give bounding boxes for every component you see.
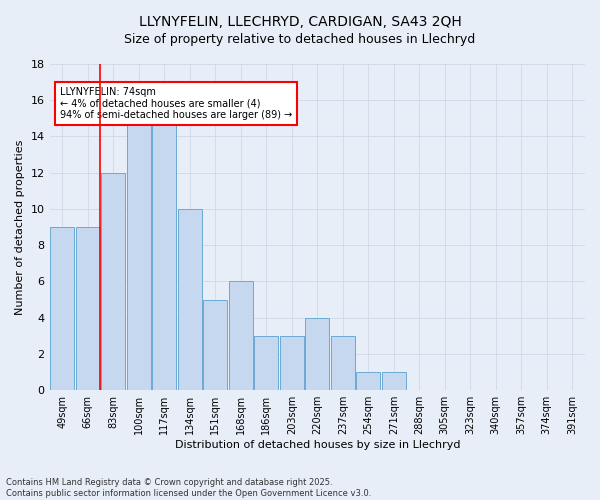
Bar	[203, 300, 227, 390]
X-axis label: Distribution of detached houses by size in Llechryd: Distribution of detached houses by size …	[175, 440, 460, 450]
Bar	[152, 118, 176, 390]
Bar	[254, 336, 278, 390]
Bar	[178, 209, 202, 390]
Bar	[356, 372, 380, 390]
Text: LLYNYFELIN: 74sqm
← 4% of detached houses are smaller (4)
94% of semi-detached h: LLYNYFELIN: 74sqm ← 4% of detached house…	[60, 87, 293, 120]
Bar	[127, 118, 151, 390]
Bar	[101, 172, 125, 390]
Bar	[305, 318, 329, 390]
Text: Contains HM Land Registry data © Crown copyright and database right 2025.
Contai: Contains HM Land Registry data © Crown c…	[6, 478, 371, 498]
Bar	[331, 336, 355, 390]
Text: LLYNYFELIN, LLECHRYD, CARDIGAN, SA43 2QH: LLYNYFELIN, LLECHRYD, CARDIGAN, SA43 2QH	[139, 15, 461, 29]
Bar	[280, 336, 304, 390]
Bar	[382, 372, 406, 390]
Text: Size of property relative to detached houses in Llechryd: Size of property relative to detached ho…	[124, 32, 476, 46]
Y-axis label: Number of detached properties: Number of detached properties	[15, 140, 25, 315]
Bar	[76, 227, 100, 390]
Bar	[229, 282, 253, 390]
Bar	[50, 227, 74, 390]
